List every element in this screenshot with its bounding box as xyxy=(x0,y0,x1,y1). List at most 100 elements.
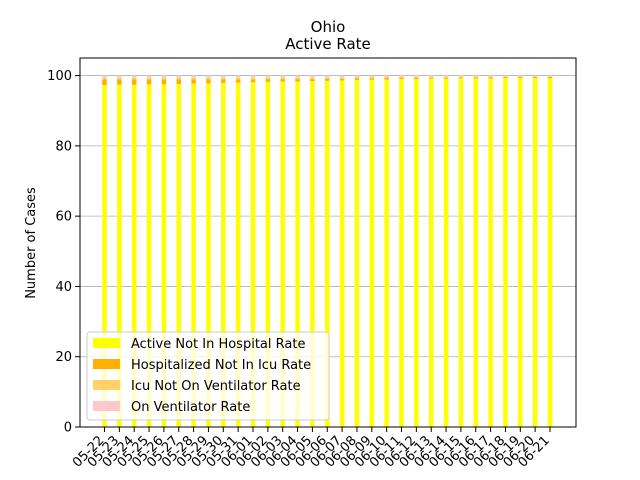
bar-06-07-series-0 xyxy=(339,80,345,428)
bar-06-17-series-0 xyxy=(488,78,493,427)
bar-06-11-series-0 xyxy=(399,79,404,427)
bar-06-15-series-1 xyxy=(458,77,464,79)
legend-label-0: Active Not In Hospital Rate xyxy=(131,337,305,352)
bar-05-25-series-3 xyxy=(146,75,152,78)
bar-06-19-series-2 xyxy=(518,76,523,77)
bar-05-30-series-0 xyxy=(221,82,226,428)
bar-06-11-series-2 xyxy=(399,76,404,78)
y-tick-label-1: 20 xyxy=(55,350,72,365)
bar-06-01-series-1 xyxy=(250,79,256,83)
bar-05-22-series-1 xyxy=(102,79,107,86)
bar-05-28-series-3 xyxy=(191,75,196,78)
bar-05-27-series-2 xyxy=(176,77,181,80)
bar-05-24-series-3 xyxy=(131,75,137,78)
bar-05-31-series-0 xyxy=(235,82,241,427)
bar-06-13-series-3 xyxy=(428,75,434,77)
bar-06-02-series-2 xyxy=(265,77,271,80)
y-tick-label-5: 100 xyxy=(47,69,72,84)
bar-05-29-series-1 xyxy=(206,79,211,84)
chart-subtitle: Active Rate xyxy=(285,35,371,53)
bar-05-28-series-2 xyxy=(191,77,196,80)
legend-swatch-1 xyxy=(93,359,120,369)
bar-05-29-series-0 xyxy=(206,83,211,427)
bar-06-07-series-3 xyxy=(339,75,345,78)
bar-06-12-series-0 xyxy=(414,79,419,427)
bar-06-16-series-1 xyxy=(473,77,478,79)
bar-06-12-series-3 xyxy=(414,75,419,77)
bar-06-14-series-1 xyxy=(443,77,449,79)
bar-05-23-series-1 xyxy=(117,79,122,85)
bar-06-10-series-0 xyxy=(384,79,389,428)
bar-06-06-series-1 xyxy=(325,78,330,81)
bar-06-10-series-3 xyxy=(384,75,389,77)
bar-06-13-series-2 xyxy=(428,76,434,78)
bar-05-26-series-3 xyxy=(161,75,167,78)
bar-06-15-series-3 xyxy=(458,75,464,77)
bar-05-22-series-0 xyxy=(102,85,107,427)
bar-06-20-series-0 xyxy=(532,78,538,427)
bar-05-28-series-1 xyxy=(191,79,196,84)
bar-05-22-series-2 xyxy=(102,77,107,80)
legend-frame xyxy=(86,331,330,421)
legend-swatch-2 xyxy=(93,380,120,390)
bar-05-26-series-2 xyxy=(161,77,167,80)
bar-06-01-series-0 xyxy=(250,82,256,428)
bar-06-21-series-2 xyxy=(547,76,553,77)
bar-05-22-series-3 xyxy=(102,75,107,78)
bar-06-12-series-2 xyxy=(414,76,419,78)
bar-06-15-series-0 xyxy=(458,78,464,427)
bar-05-29-series-3 xyxy=(206,75,211,78)
bar-06-08-series-3 xyxy=(354,75,360,77)
y-tick-label-3: 60 xyxy=(55,210,72,225)
bar-06-10-series-1 xyxy=(384,78,389,80)
bar-06-03-series-1 xyxy=(280,79,285,82)
bar-06-08-series-0 xyxy=(354,80,360,427)
bar-06-21-series-0 xyxy=(547,78,553,427)
bar-06-07-series-2 xyxy=(339,77,345,79)
bar-06-19-series-1 xyxy=(518,76,523,79)
bar-05-31-series-3 xyxy=(235,75,241,78)
bar-05-27-series-1 xyxy=(176,79,181,85)
bar-05-27-series-0 xyxy=(176,84,181,428)
y-axis: 0 20 40 60 80 100 xyxy=(47,69,80,436)
bar-06-11-series-1 xyxy=(399,77,404,80)
bar-06-04-series-2 xyxy=(295,77,300,80)
bar-06-20-series-1 xyxy=(532,76,538,79)
bar-06-05-series-2 xyxy=(310,77,315,80)
y-tick-label-0: 0 xyxy=(64,421,72,436)
legend-swatch-3 xyxy=(93,401,120,411)
bar-06-09-series-3 xyxy=(369,75,375,77)
bar-06-04-series-1 xyxy=(295,79,300,82)
bar-05-24-series-2 xyxy=(131,77,137,80)
x-axis: 05-2205-2305-2405-2505-2605-2705-2805-29… xyxy=(70,427,553,471)
bar-05-25-series-1 xyxy=(146,79,152,85)
bar-06-09-series-2 xyxy=(369,76,375,79)
bar-06-10-series-2 xyxy=(384,76,389,79)
bar-06-16-series-3 xyxy=(473,75,478,77)
bar-06-18-series-2 xyxy=(503,76,508,77)
bar-06-08-series-1 xyxy=(354,78,360,81)
bar-06-19-series-3 xyxy=(518,75,523,77)
bar-05-25-series-2 xyxy=(146,77,152,80)
bar-06-09-series-1 xyxy=(369,78,375,80)
bar-06-18-series-3 xyxy=(503,75,508,77)
bar-06-13-series-1 xyxy=(428,77,434,79)
plot-frame xyxy=(79,57,577,428)
bar-06-18-series-1 xyxy=(503,76,508,79)
legend-label-1: Hospitalized Not In Icu Rate xyxy=(131,358,311,373)
bar-06-14-series-2 xyxy=(443,76,449,78)
bar-06-02-series-0 xyxy=(265,81,271,427)
y-tick-label-4: 80 xyxy=(55,139,72,154)
bar-06-05-series-0 xyxy=(310,81,315,428)
bar-06-18-series-0 xyxy=(503,78,508,427)
bar-06-17-series-2 xyxy=(488,76,493,78)
y-axis-label: Number of Cases xyxy=(24,187,39,299)
bar-06-19-series-0 xyxy=(518,78,523,427)
bar-06-11-series-3 xyxy=(399,75,404,77)
bar-06-02-series-3 xyxy=(265,75,271,78)
bar-06-04-series-3 xyxy=(295,75,300,78)
bar-06-06-series-2 xyxy=(325,77,330,79)
bar-05-23-series-3 xyxy=(117,75,122,78)
bar-06-06-series-3 xyxy=(325,75,330,78)
